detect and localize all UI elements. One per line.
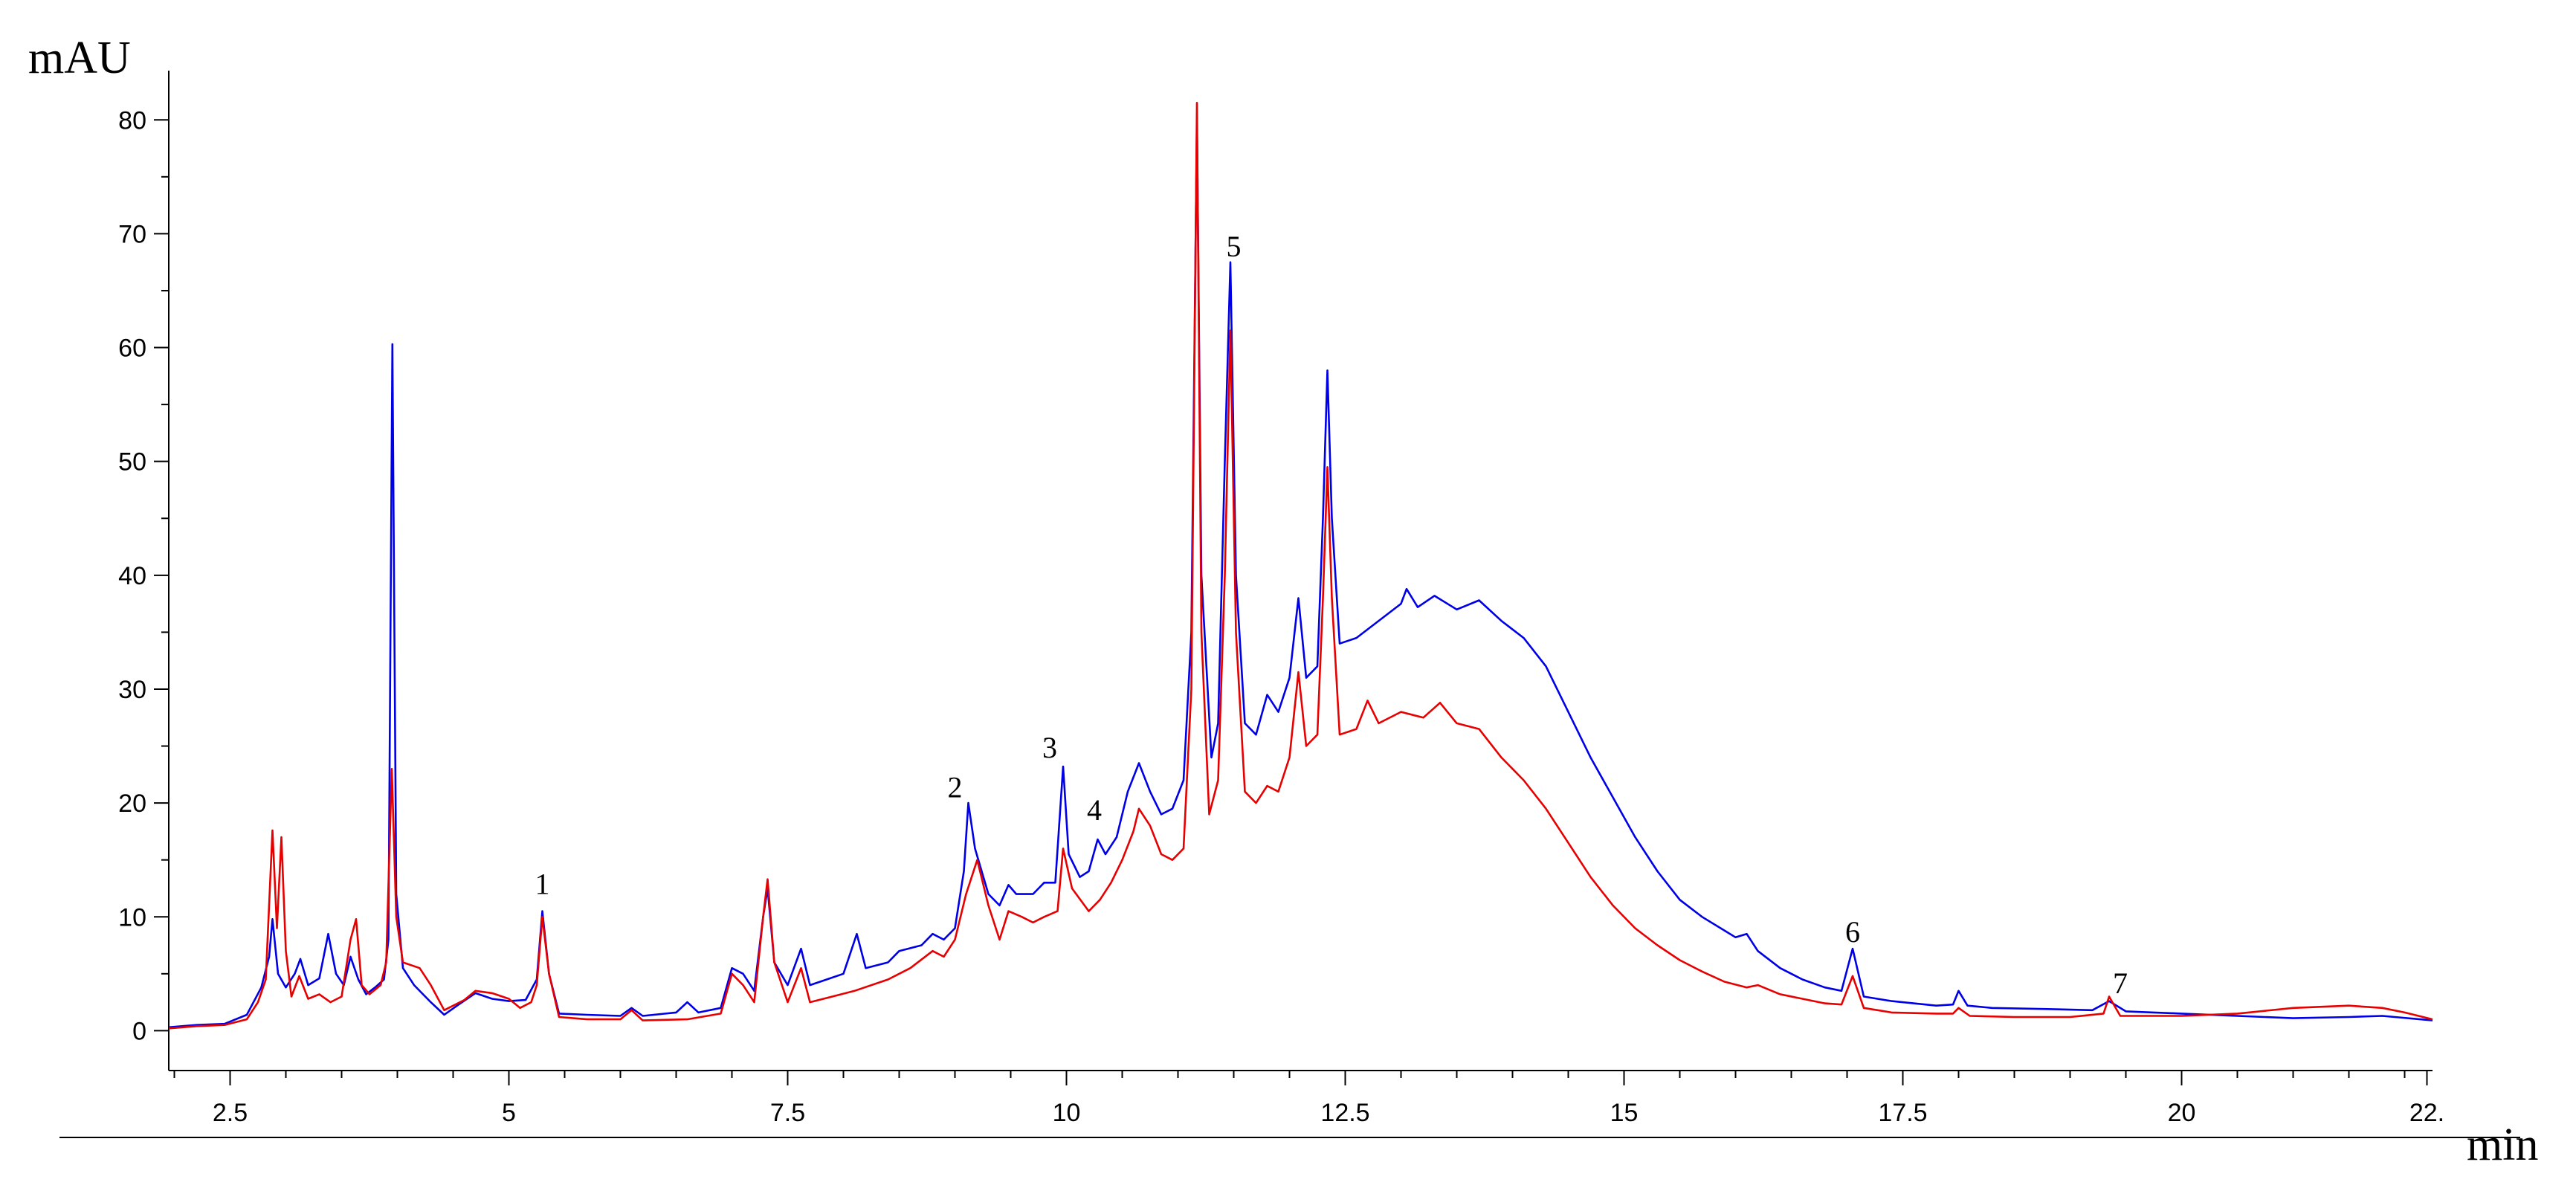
- y-tick-label: 30: [118, 676, 146, 704]
- x-tick-label: 12.5: [1320, 1099, 1369, 1127]
- x-tick-label: 15: [1610, 1099, 1639, 1127]
- y-tick-label: 60: [118, 335, 146, 363]
- peak-label-4: 4: [1087, 793, 1102, 827]
- x-tick-label: 2.5: [213, 1099, 248, 1127]
- x-tick-label: 22.: [2409, 1099, 2444, 1127]
- y-tick-label: 70: [118, 220, 146, 248]
- peak-label-7: 7: [2113, 966, 2128, 1000]
- y-tick-label: 40: [118, 562, 146, 590]
- y-axis-label: mAU: [28, 33, 131, 83]
- x-axis-label: min: [2467, 1120, 2538, 1170]
- x-tick-label: 5: [502, 1099, 516, 1127]
- x-tick-label: 20: [2168, 1099, 2196, 1127]
- peak-label-2: 2: [948, 770, 963, 804]
- labels-layer: 1 2 34 5 6 7: [535, 230, 2128, 1000]
- peak-label-6: 6: [1845, 915, 1860, 949]
- series-line-2: [168, 102, 2433, 1030]
- y-tick-label: 10: [118, 903, 146, 932]
- peak-label-1: 1: [535, 868, 550, 901]
- series-layer: [168, 102, 2433, 1030]
- y-tick-label: 20: [118, 790, 146, 818]
- y-tick-label: 0: [132, 1017, 146, 1045]
- peak-label-5: 5: [1227, 230, 1242, 263]
- x-tick-label: 17.5: [1878, 1099, 1927, 1127]
- x-tick-label: 7.5: [770, 1099, 805, 1127]
- series-line-1: [168, 119, 2433, 1029]
- peak-label-3: 3: [1042, 731, 1057, 764]
- y-tick-label: 50: [118, 448, 146, 477]
- y-tick-label: 80: [118, 106, 146, 135]
- x-tick-label: 10: [1053, 1099, 1081, 1127]
